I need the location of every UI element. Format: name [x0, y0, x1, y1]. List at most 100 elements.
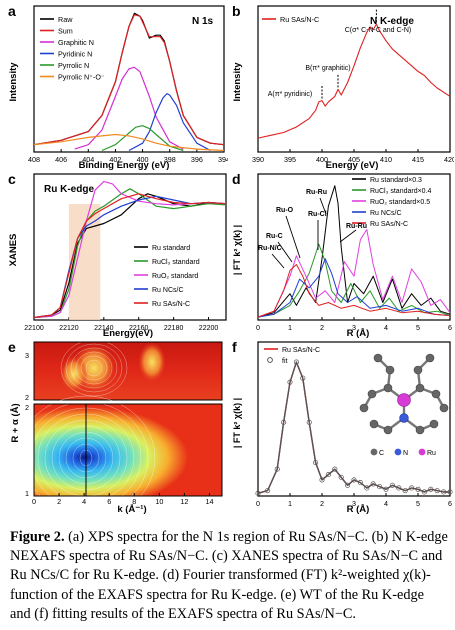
wt-upper-frame	[33, 341, 223, 401]
panel-f-chart: f R (Å) | FT k² χ(k) | 0 1 2 3 4 5 6 Ru SAs/N-C…	[232, 339, 453, 515]
x-tick-label: 406	[55, 155, 67, 164]
fit-point	[402, 488, 408, 494]
wt-contour-bottom	[16, 395, 156, 516]
molecule-nitrogen-atom	[399, 413, 409, 423]
molecule-carbon-atom	[369, 419, 379, 429]
x-tick-label: 5	[416, 323, 420, 332]
atom-legend-dot-1	[394, 448, 402, 456]
legend-label-2: RuO₂ standard	[152, 273, 198, 280]
annotation-label-0: Ru-Ru	[306, 189, 327, 196]
annotation-label-3: Ru-C	[266, 233, 283, 240]
legend-label-0: Ru SAs/N-C	[282, 347, 320, 354]
panel-a: a N 1s Binding Energy (eV) Intensity 408…	[4, 2, 228, 170]
fit-point	[300, 375, 306, 381]
x-tick-label: 22120	[59, 325, 79, 332]
panel-a-xlabel: Binding Energy (eV)	[79, 160, 170, 170]
legend-marker-1	[267, 357, 273, 363]
series-line-4	[33, 193, 227, 319]
x-tick-label: 390	[252, 155, 264, 164]
atom-legend-label-1: N	[403, 450, 408, 457]
x-tick-label: 0	[256, 323, 260, 332]
wt-upper-hotspot-2	[60, 356, 88, 392]
x-tick-label: 394	[218, 155, 228, 164]
panel-c-ylabel: XANES	[8, 234, 19, 267]
series-line-4	[101, 125, 184, 152]
x-tick-label: 402	[109, 155, 121, 164]
x-tick-label: 396	[191, 155, 203, 164]
panel-c-xlabel: Energy(eV)	[103, 328, 153, 338]
fit-point	[383, 486, 389, 492]
fit-point	[377, 484, 383, 490]
molecule-carbon-atom	[425, 353, 435, 363]
legend-label-1: RuCl₃ standard	[152, 259, 200, 266]
wt-contour-top	[60, 339, 128, 397]
panel-a-ylabel: Intensity	[8, 62, 19, 102]
x-tick-label: 395	[284, 155, 296, 164]
legend-label-4: Ru SAs/N-C	[152, 301, 190, 308]
x-tick-label: 398	[164, 155, 176, 164]
panel-b-letter: b	[232, 3, 241, 19]
fit-point	[447, 489, 453, 495]
fit-point	[415, 486, 421, 492]
fit-point	[281, 419, 287, 425]
x-tick-label: 404	[82, 155, 94, 164]
x-tick-label: 0	[32, 497, 36, 506]
x-tick-label: 1	[288, 499, 292, 508]
x-tick-label: 14	[205, 497, 213, 506]
x-tick-label: 10	[155, 497, 163, 506]
wt-contour-top	[85, 359, 103, 377]
atom-legend-label-2: Ru	[427, 450, 436, 457]
caption-text: (a) XPS spectra for the N 1s region of R…	[10, 529, 448, 622]
panel-b-xlabel: Energy (eV)	[326, 160, 379, 170]
wt-lower-map	[34, 404, 222, 496]
annotation-arrow-4	[271, 253, 285, 269]
fit-point	[265, 488, 271, 494]
x-tick-label: 6	[107, 497, 111, 506]
annotation-label-5: Ru-Ru	[346, 223, 367, 230]
legend-label-0: Raw	[58, 15, 73, 24]
legend-label-1: Sum	[58, 27, 73, 36]
x-tick-label: 410	[380, 155, 392, 164]
wt-contour-bottom	[23, 401, 149, 515]
legend-label-0: Ru standard	[152, 245, 190, 252]
y-tick-label: 1	[25, 489, 29, 498]
molecule-carbon-atom	[413, 365, 423, 375]
fit-point	[370, 481, 376, 487]
x-tick-label: 22100	[24, 325, 44, 332]
fit-point	[293, 359, 299, 365]
legend-label-4: Ru SAs/N-C	[370, 221, 408, 228]
fit-point	[396, 485, 402, 491]
panel-b: b N K-edge Energy (eV) Intensity 390 395 4…	[228, 2, 454, 170]
series-line-1	[33, 188, 227, 319]
legend-label-0: Ru standard×0.3	[370, 177, 422, 184]
x-tick-label: 4	[384, 323, 388, 332]
annotation-label-0: A(π* pyridinic)	[268, 91, 313, 98]
fit-point	[409, 485, 415, 491]
fit-point	[274, 466, 280, 472]
panel-d-chart: d R (Å) | FT k² χ(k) | 0 1 2 3 4 5 6 Ru standar…	[232, 171, 452, 338]
x-tick-label: 405	[348, 155, 360, 164]
molecule-carbon-atom	[373, 353, 383, 363]
fit-point	[306, 419, 312, 425]
fit-point	[313, 459, 319, 466]
annotation-label-2: C(σ* C-N-C and C-N)	[345, 27, 412, 34]
wt-contour-top	[80, 355, 108, 381]
fit-point	[389, 482, 395, 488]
molecule-carbon-atom	[359, 403, 369, 413]
series-line-0	[257, 23, 451, 139]
fit-point	[287, 379, 293, 385]
wt-contour-top	[70, 347, 118, 389]
wt-contour-top	[75, 351, 113, 385]
x-tick-label: 12	[180, 497, 188, 506]
panel-f-letter: f	[232, 339, 237, 355]
annotation-arrow-0	[319, 197, 327, 215]
y-tick-label: 2	[25, 393, 29, 402]
molecule-carbon-atom	[383, 383, 393, 393]
series-line-3	[128, 92, 211, 152]
x-tick-label: 6	[448, 499, 452, 508]
x-tick-label: 2	[320, 323, 324, 332]
annotation-arrow-5	[339, 229, 357, 243]
molecule-carbon-atom	[439, 403, 449, 413]
molecule-carbon-atom	[415, 425, 425, 435]
